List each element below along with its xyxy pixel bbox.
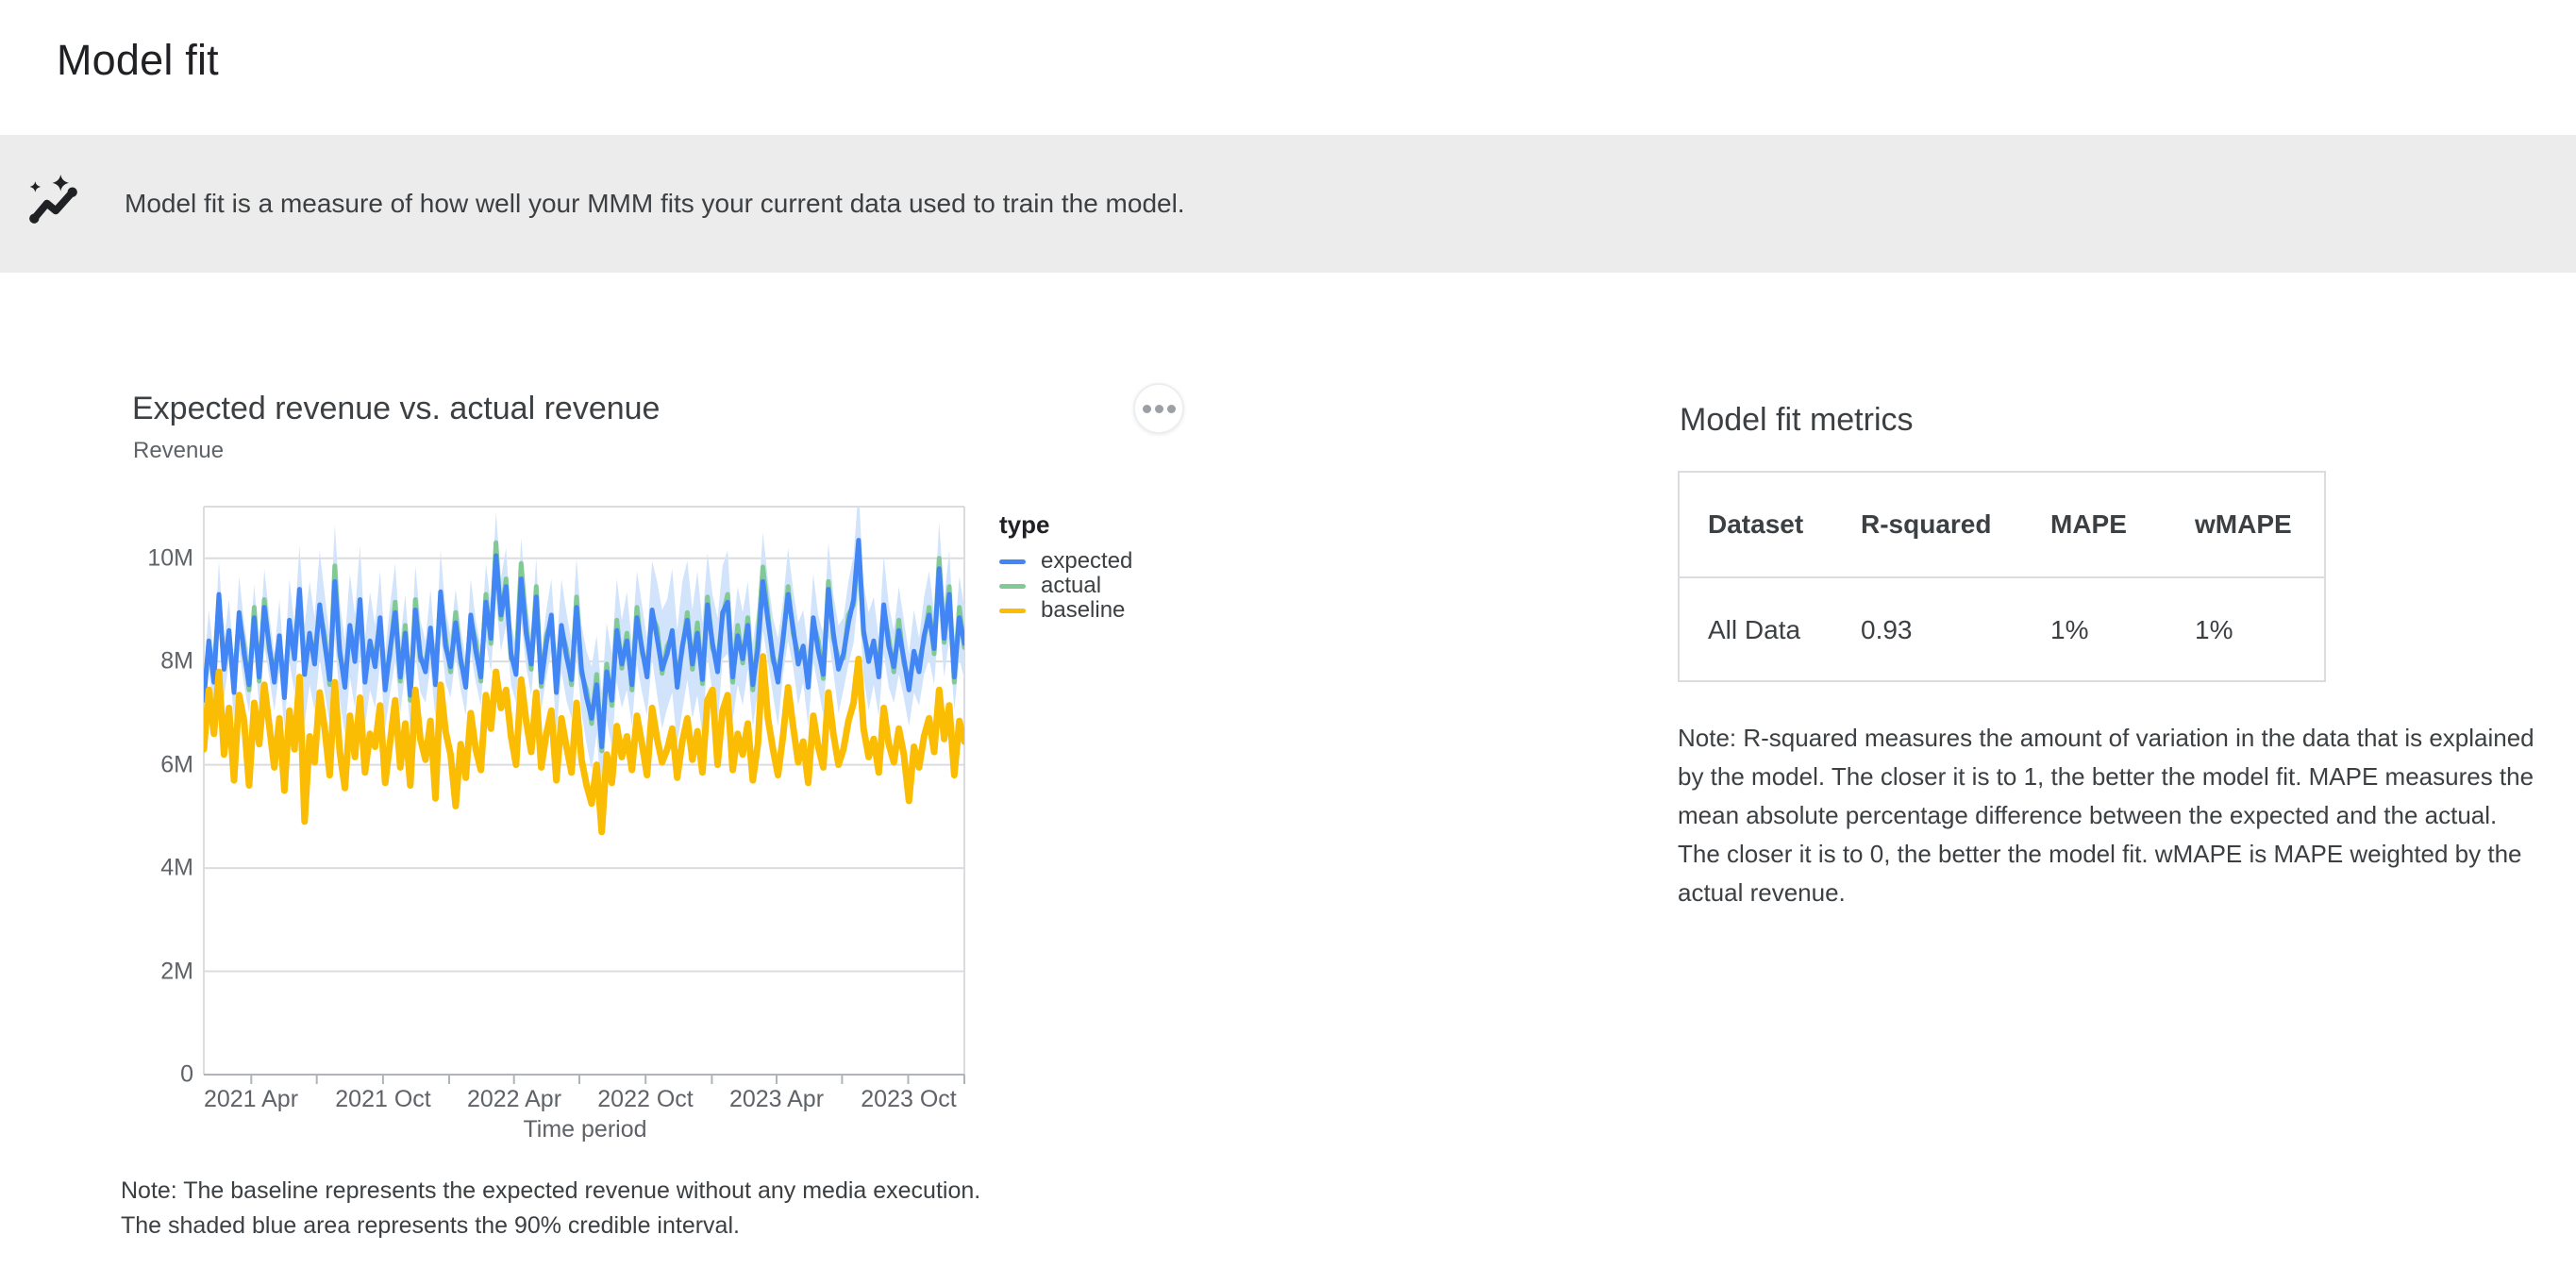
table-cell-mape: 1% <box>2050 615 2089 644</box>
chart-y-axis-caption: Revenue <box>133 438 225 463</box>
y-axis-tick-label: 10M <box>147 544 193 572</box>
page-title: Model fit <box>57 36 219 84</box>
legend-title: type <box>999 510 1050 539</box>
legend-label: baseline <box>1041 597 1126 623</box>
more-horizontal-icon <box>1142 404 1151 413</box>
legend-label: expected <box>1041 548 1133 574</box>
x-axis-tick-label: 2021 Oct <box>335 1086 431 1112</box>
expected-line-swatch <box>999 559 1026 564</box>
table-header-mape: MAPE <box>2050 509 2127 539</box>
table-cell-wmape: 1% <box>2195 615 2233 644</box>
description-banner <box>0 135 2576 273</box>
chart-title: Expected revenue vs. actual revenue <box>132 391 661 426</box>
legend-item-expected: expected <box>999 548 1133 574</box>
chart-note-line2: The shaded blue area represents the 90% … <box>121 1212 740 1239</box>
legend-item-actual: actual <box>999 573 1132 598</box>
metrics-title: Model fit metrics <box>1680 402 1914 438</box>
metrics-note: Note: R-squared measures the amount of v… <box>1678 724 2534 907</box>
y-axis-tick-label: 4M <box>160 854 193 881</box>
more-options-button[interactable] <box>1133 383 1184 434</box>
chart-legend: type expected actual baseline <box>999 510 1132 623</box>
x-axis-tick-label: 2021 Apr <box>203 1086 299 1112</box>
baseline-line-swatch <box>999 608 1026 613</box>
more-horizontal-icon <box>1166 404 1176 413</box>
table-header-r-squared: R-squared <box>1861 509 1992 539</box>
actual-line-swatch <box>999 583 1026 589</box>
y-axis-tick-label: 8M <box>160 647 193 675</box>
x-axis-tick-label: 2023 Apr <box>728 1086 825 1112</box>
x-axis-title: Time period <box>523 1116 647 1143</box>
table-cell-dataset: All Data <box>1708 615 1801 644</box>
legend-label: actual <box>1041 573 1102 598</box>
y-axis-tick-label: 0 <box>180 1060 193 1088</box>
table-divider <box>1678 576 2326 578</box>
banner-text: Model fit is a measure of how well your … <box>125 189 1185 218</box>
chart-note-line1: Note: The baseline represents the expect… <box>121 1177 981 1204</box>
x-axis-tick-label: 2022 Apr <box>466 1086 562 1112</box>
y-axis-tick-label: 6M <box>160 751 193 778</box>
x-axis-tick-label: 2023 Oct <box>861 1086 957 1112</box>
table-header-dataset: Dataset <box>1708 509 1804 539</box>
x-axis-tick-label: 2022 Oct <box>597 1086 694 1112</box>
trend-sparkle-icon <box>29 175 77 224</box>
table-header-wmape: wMAPE <box>2195 509 2292 539</box>
legend-item-baseline: baseline <box>999 597 1132 623</box>
table-cell-r-squared: 0.93 <box>1861 615 1913 644</box>
more-horizontal-icon <box>1154 404 1163 413</box>
y-axis-tick-label: 2M <box>160 958 193 985</box>
